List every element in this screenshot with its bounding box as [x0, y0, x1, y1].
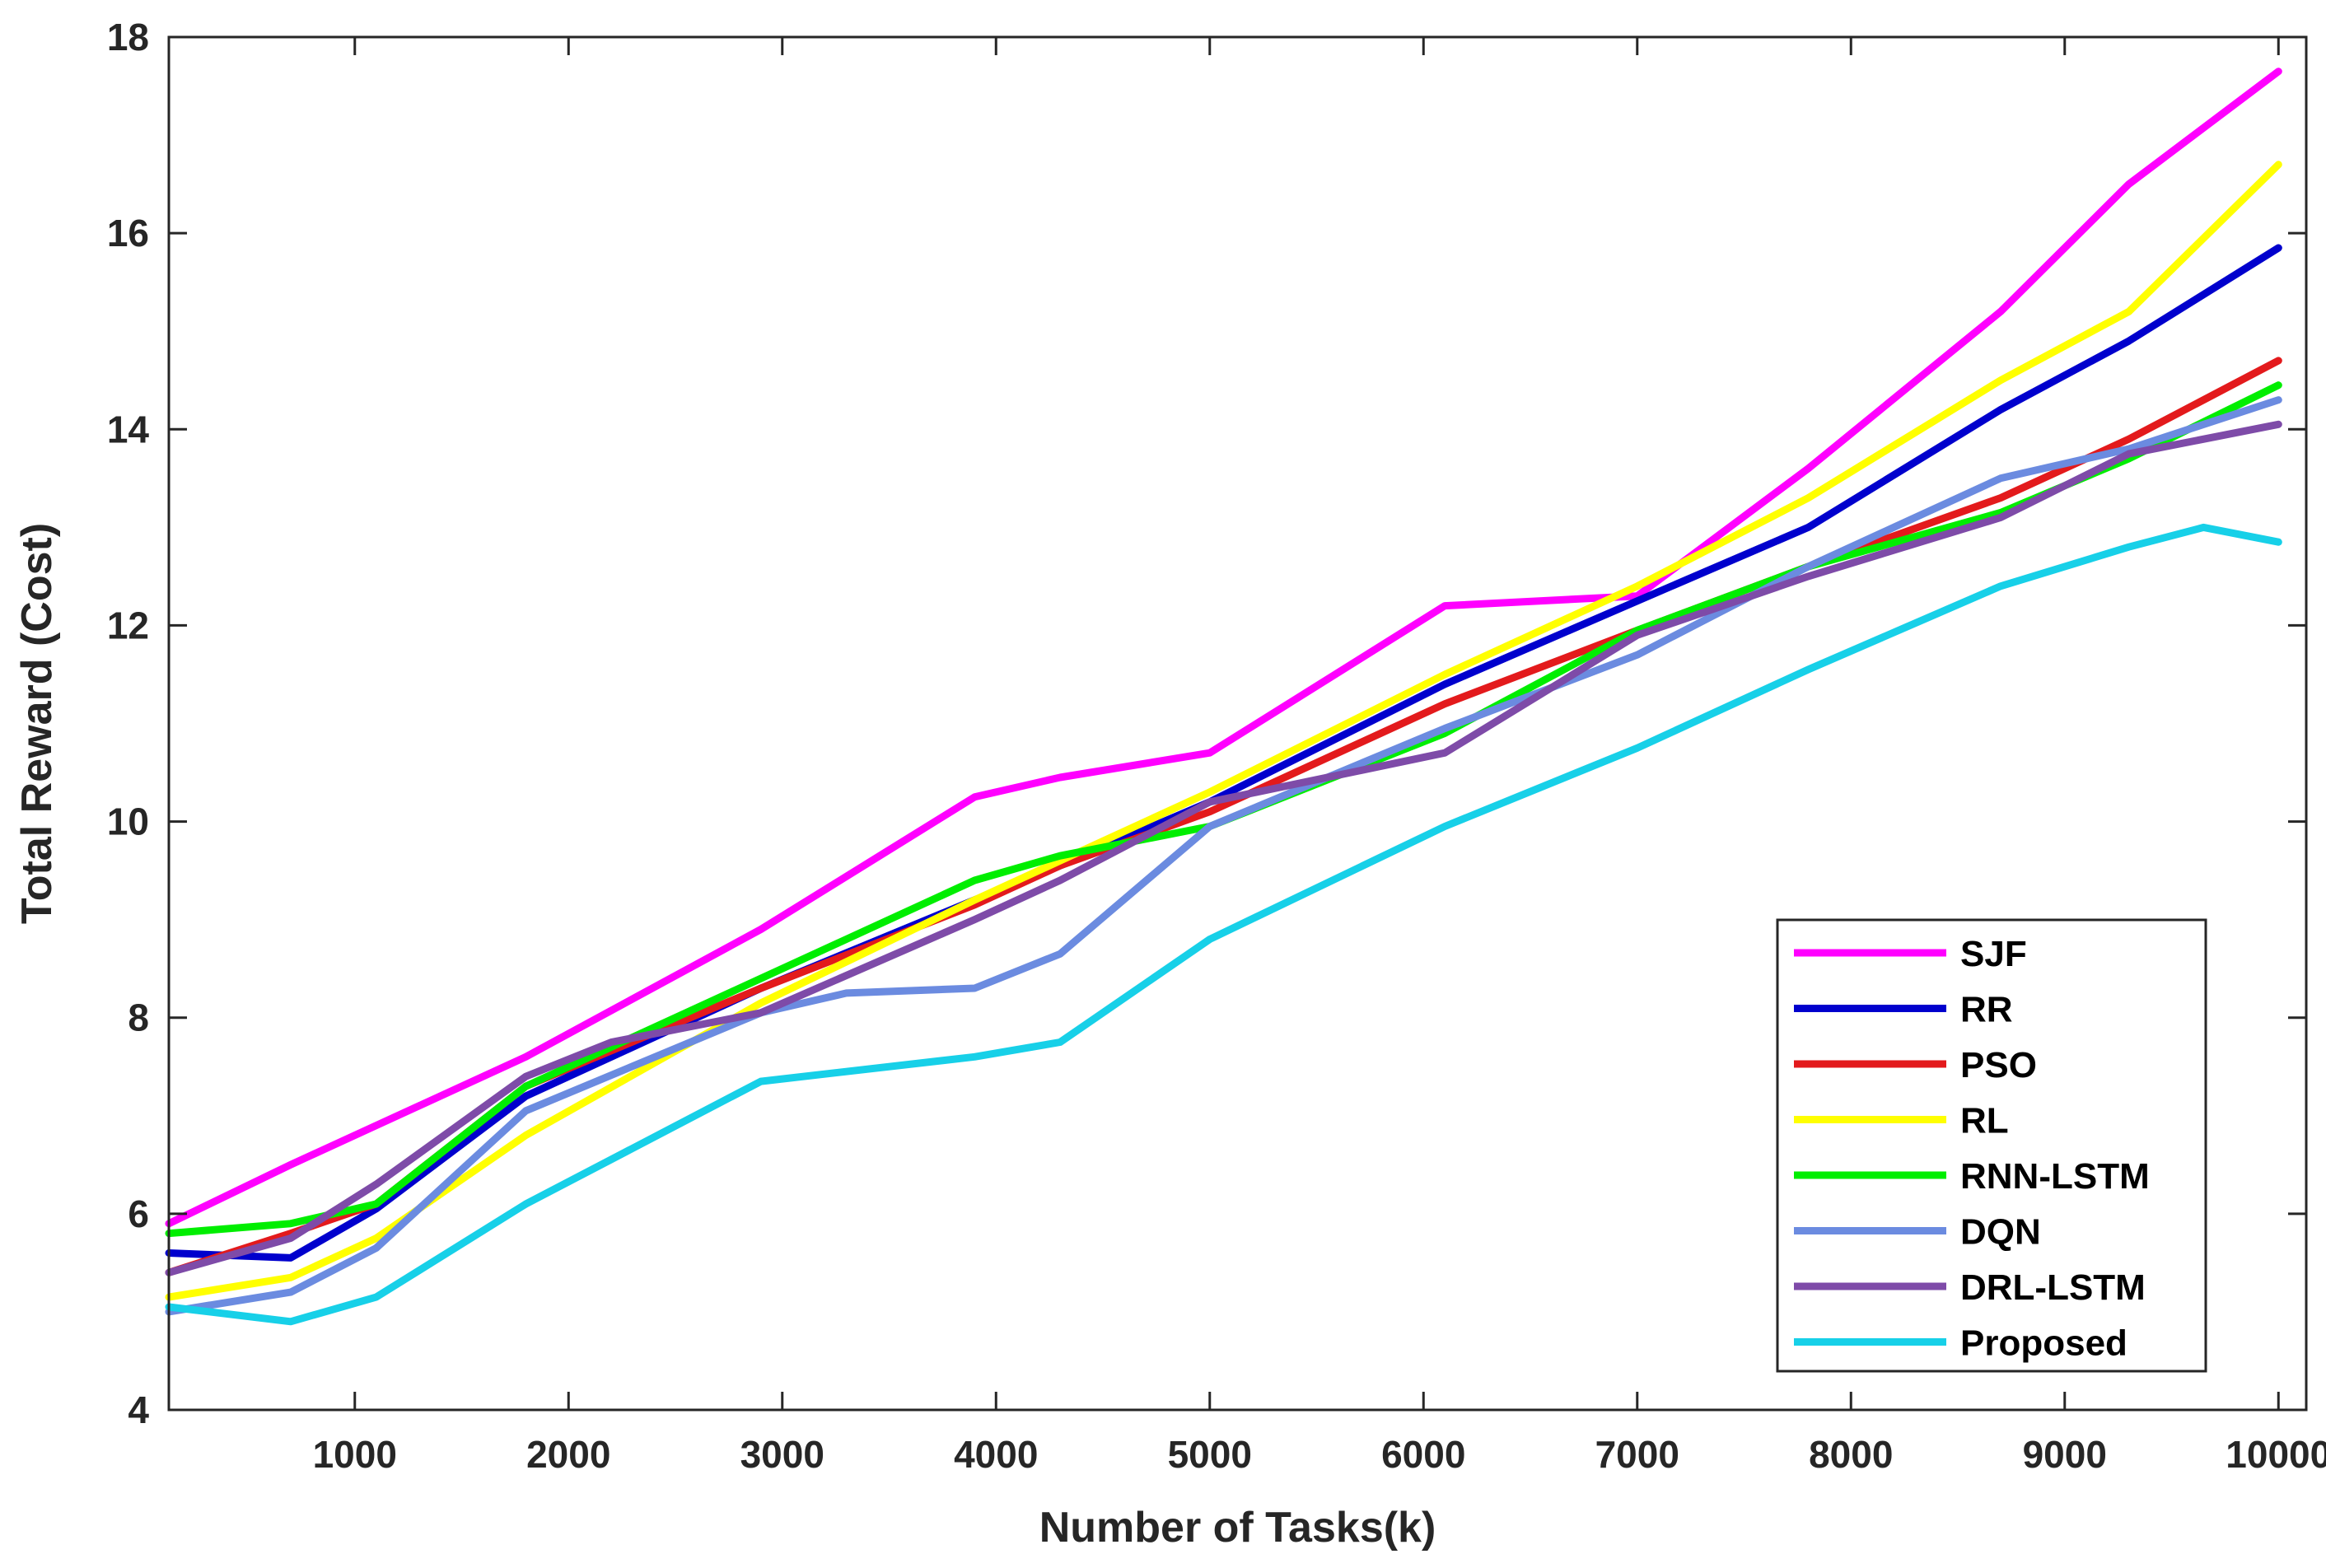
legend: SJF RR PSO RL RNN-LSTM DQN DRL-LSTM Proposed	[1776, 918, 2207, 1373]
legend-label-pso: PSO	[1960, 1045, 2037, 1085]
x-tick-label: 7000	[1595, 1433, 1679, 1476]
x-tick-label: 4000	[954, 1433, 1038, 1476]
legend-label-rnn-lstm: RNN-LSTM	[1960, 1156, 2150, 1197]
plot-area-frame	[167, 35, 2308, 1412]
x-tick-label: 5000	[1168, 1433, 1252, 1476]
y-tick-label: 4	[128, 1388, 149, 1431]
legend-box	[1776, 918, 2207, 1373]
y-tick-label: 10	[107, 800, 149, 843]
legend-label-drl-lstm: DRL-LSTM	[1960, 1267, 2146, 1308]
legend-label-rl: RL	[1960, 1101, 2009, 1141]
series-line-dqn	[165, 396, 2282, 1316]
series-line-drl-lstm	[165, 420, 2282, 1276]
y-tick-label: 18	[107, 16, 149, 58]
y-tick-label: 8	[128, 996, 149, 1039]
y-tick-label: 16	[107, 212, 149, 254]
x-tick-label: 10000	[2226, 1433, 2326, 1476]
series-layer	[165, 68, 2282, 1326]
y-tick-label: 12	[107, 604, 149, 646]
y-tick-label: 6	[128, 1192, 149, 1235]
x-tick-label: 8000	[1809, 1433, 1893, 1476]
legend-label-rr: RR	[1960, 990, 2013, 1030]
legend-label-dqn: DQN	[1960, 1212, 2041, 1253]
x-tick-label: 3000	[740, 1433, 824, 1476]
x-tick-label: 2000	[526, 1433, 610, 1476]
legend-label-sjf: SJF	[1960, 934, 2027, 974]
x-tick-label: 9000	[2023, 1433, 2107, 1476]
series-line-sjf	[165, 68, 2282, 1228]
y-axis-title: Total Reward (Cost)	[13, 523, 61, 924]
x-tick-label: 1000	[313, 1433, 397, 1476]
y-tick-label: 14	[107, 408, 150, 450]
series-line-rr	[165, 244, 2282, 1262]
axis-ticks: 1000 2000 3000 4000 5000 6000 7000 8000 9000 1000…	[107, 16, 2326, 1476]
x-tick-label: 6000	[1381, 1433, 1465, 1476]
x-axis-title: Number of Tasks(k)	[1039, 1504, 1436, 1552]
legend-label-proposed: Proposed	[1960, 1323, 2127, 1364]
series-line-proposed	[165, 523, 2282, 1326]
